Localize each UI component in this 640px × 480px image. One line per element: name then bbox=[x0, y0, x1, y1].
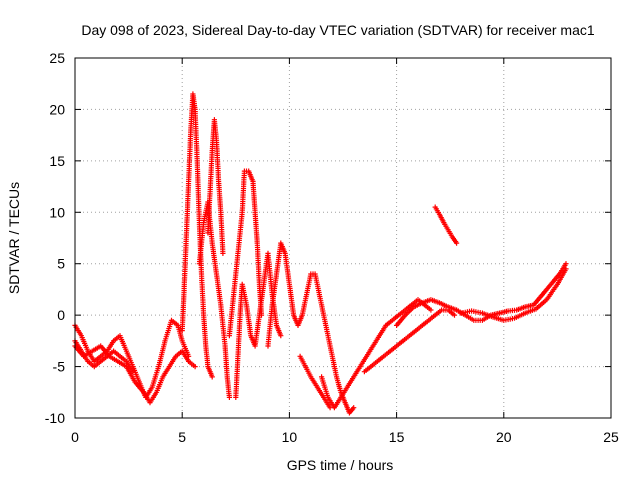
y-tick-label: 10 bbox=[49, 204, 65, 220]
y-tick-label: -10 bbox=[45, 410, 65, 426]
data-point bbox=[563, 261, 569, 267]
x-tick-label: 0 bbox=[71, 429, 79, 445]
x-tick-label: 10 bbox=[282, 429, 298, 445]
data-point bbox=[226, 394, 232, 400]
x-tick-label: 15 bbox=[389, 429, 405, 445]
x-tick-label: 20 bbox=[496, 429, 512, 445]
data-point bbox=[351, 405, 357, 411]
y-tick-label: 15 bbox=[49, 153, 65, 169]
data-point bbox=[451, 312, 458, 318]
data-point bbox=[454, 240, 460, 246]
x-tick-label: 5 bbox=[178, 429, 186, 445]
y-tick-label: -5 bbox=[53, 359, 66, 375]
y-tick-label: 25 bbox=[49, 50, 65, 66]
chart-title: Day 098 of 2023, Sidereal Day-to-day VTE… bbox=[81, 22, 594, 38]
x-axis-label: GPS time / hours bbox=[287, 457, 394, 473]
y-tick-labels: -10 -5 0 5 10 15 20 25 bbox=[45, 50, 65, 426]
grid-lines bbox=[75, 58, 611, 418]
y-tick-label: 0 bbox=[57, 307, 65, 323]
data-point bbox=[327, 405, 333, 411]
x-tick-labels: 0 5 10 15 20 25 bbox=[71, 429, 619, 445]
y-axis-label: SDTVAR / TECUs bbox=[6, 182, 22, 294]
y-tick-label: 5 bbox=[57, 256, 65, 272]
data-point bbox=[192, 364, 198, 370]
x-tick-label: 25 bbox=[603, 429, 619, 445]
y-tick-label: 20 bbox=[49, 101, 65, 117]
data-point bbox=[220, 250, 226, 256]
data-point bbox=[428, 307, 434, 313]
data-point bbox=[563, 266, 569, 272]
data-points bbox=[72, 91, 569, 416]
data-point bbox=[209, 374, 215, 380]
data-point bbox=[130, 369, 136, 375]
data-point bbox=[278, 333, 284, 339]
plot-frame bbox=[74, 57, 612, 419]
axis-ticks bbox=[74, 57, 612, 419]
